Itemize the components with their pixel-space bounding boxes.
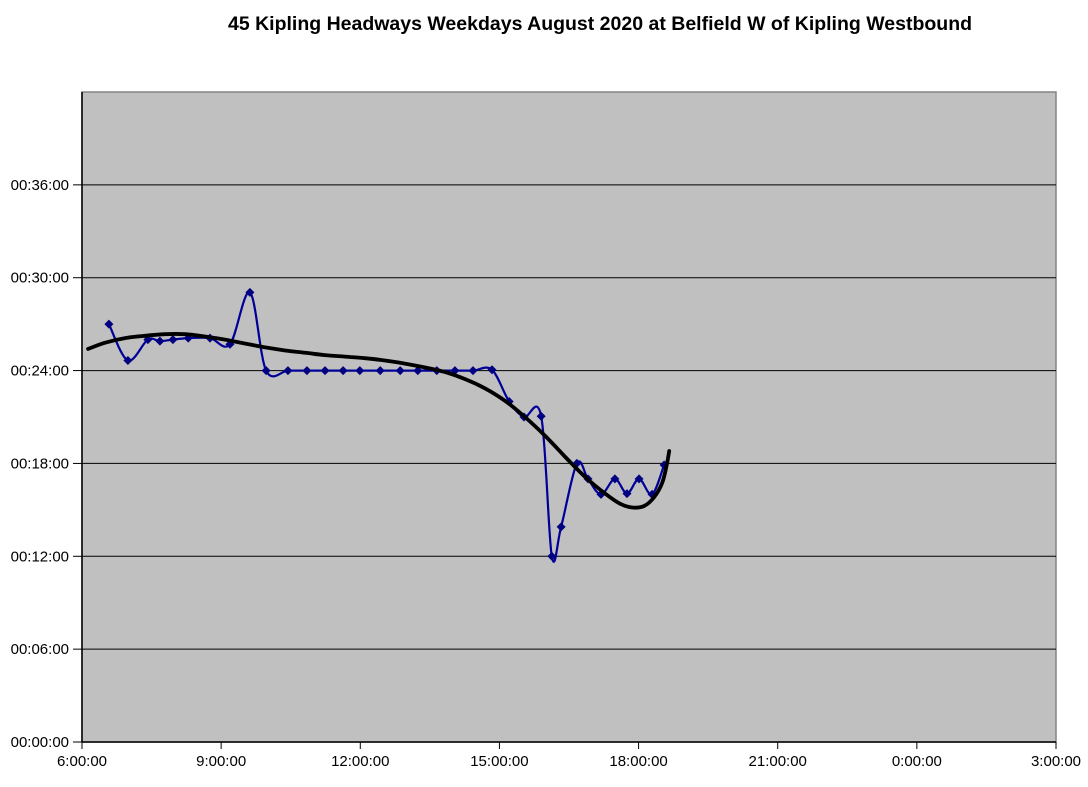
data-point-marker xyxy=(245,287,255,297)
data-point-marker xyxy=(375,366,385,376)
data-point-marker xyxy=(536,411,546,421)
trend-line xyxy=(86,332,672,510)
x-axis-tick-label: 18:00:00 xyxy=(609,753,667,770)
data-point-marker xyxy=(168,335,178,345)
data-point-marker xyxy=(634,474,644,484)
data-point-marker xyxy=(395,366,405,376)
data-point-marker xyxy=(622,489,632,499)
y-axis-tick-label: 00:24:00 xyxy=(11,363,69,380)
y-axis-tick-label: 00:18:00 xyxy=(11,455,69,472)
data-point-marker xyxy=(547,551,557,561)
data-point-marker xyxy=(261,366,271,376)
y-axis-tick-label: 00:12:00 xyxy=(11,548,69,565)
x-axis-tick-label: 21:00:00 xyxy=(749,753,807,770)
x-axis-tick-label: 9:00:00 xyxy=(196,753,246,770)
data-point-marker xyxy=(556,522,566,532)
data-point-marker xyxy=(302,366,312,376)
x-axis-tick-label: 15:00:00 xyxy=(470,753,528,770)
x-axis-tick-label: 12:00:00 xyxy=(331,753,389,770)
x-axis-tick-label: 6:00:00 xyxy=(57,753,107,770)
data-point-marker xyxy=(320,366,330,376)
data-point-marker xyxy=(123,356,133,366)
y-axis-tick-label: 00:36:00 xyxy=(11,177,69,194)
plot-area xyxy=(81,91,1057,743)
data-point-marker xyxy=(610,474,620,484)
data-point-marker xyxy=(338,366,348,376)
data-point-marker xyxy=(487,365,497,375)
data-point-marker xyxy=(283,366,293,376)
x-axis-tick-label: 0:00:00 xyxy=(892,753,942,770)
y-axis-tick-label: 00:30:00 xyxy=(11,270,69,287)
y-axis-tick-label: 00:00:00 xyxy=(11,734,69,751)
chart-title: 45 Kipling Headways Weekdays August 2020… xyxy=(227,13,973,35)
y-axis-tick-label: 00:06:00 xyxy=(11,641,69,658)
data-point-marker xyxy=(355,366,365,376)
data-point-marker xyxy=(104,319,114,329)
x-axis-tick-label: 3:00:00 xyxy=(1031,753,1081,770)
data-point-marker xyxy=(155,336,165,346)
data-point-marker xyxy=(468,366,478,376)
